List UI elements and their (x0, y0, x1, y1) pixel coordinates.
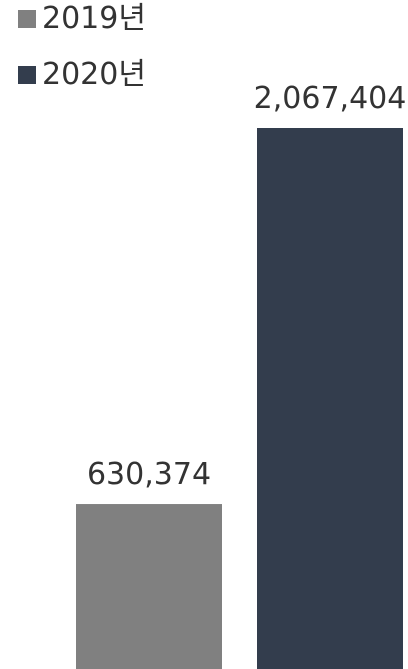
bar-2020 (257, 128, 403, 669)
legend-swatch-2019 (18, 10, 36, 28)
legend-swatch-2020 (18, 66, 36, 84)
legend-label-2019: 2019년 (42, 1, 146, 36)
bar-value-label-2019: 630,374 (87, 457, 211, 492)
legend-item-2020: 2020년 (18, 58, 146, 92)
bar-2019 (76, 504, 222, 669)
chart-legend: 2019년 2020년 (18, 2, 146, 114)
legend-item-2019: 2019년 (18, 2, 146, 36)
bar-value-label-2020: 2,067,404 (254, 81, 407, 116)
legend-label-2020: 2020년 (42, 57, 146, 92)
